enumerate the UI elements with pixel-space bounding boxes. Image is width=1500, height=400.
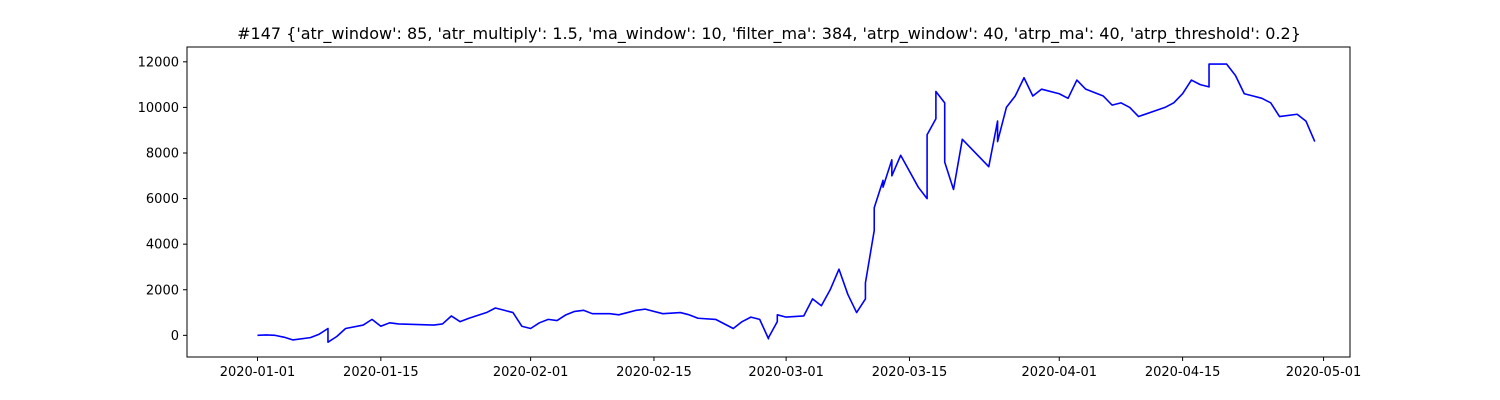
x-tick-label: 2020-04-01 (1021, 365, 1097, 380)
y-axis: 0 2000 4000 6000 8000 10000 12000 (138, 55, 187, 344)
chart-title: #147 {'atr_window': 85, 'atr_multiply': … (237, 24, 1301, 44)
y-tick-label: 6000 (146, 192, 179, 207)
y-tick-label: 10000 (138, 101, 179, 116)
x-axis: 2020-01-01 2020-01-15 2020-02-01 2020-02-15… (220, 357, 1362, 380)
y-tick-label: 8000 (146, 146, 179, 161)
x-tick-label: 2020-03-01 (748, 365, 824, 380)
x-tick-label: 2020-01-01 (220, 365, 296, 380)
y-tick-label: 0 (171, 329, 179, 344)
x-tick-label: 2020-05-01 (1286, 365, 1362, 380)
series-line-0 (257, 63, 1316, 343)
x-tick-label: 2020-02-01 (493, 365, 569, 380)
y-tick-label: 12000 (138, 55, 179, 70)
plot-frame (186, 46, 1351, 358)
x-tick-label: 2020-03-15 (872, 365, 948, 380)
y-tick-label: 2000 (146, 283, 179, 298)
x-tick-label: 2020-01-15 (343, 365, 419, 380)
x-tick-label: 2020-04-15 (1145, 365, 1221, 380)
y-tick-label: 4000 (146, 238, 179, 253)
plot-area (257, 63, 1316, 343)
x-tick-label: 2020-02-15 (616, 365, 692, 380)
